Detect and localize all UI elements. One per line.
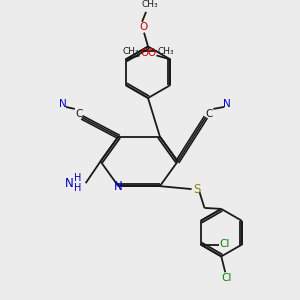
Text: Cl: Cl bbox=[219, 238, 230, 249]
Text: O: O bbox=[139, 22, 147, 32]
Text: N: N bbox=[59, 99, 67, 109]
Text: H: H bbox=[74, 173, 81, 183]
Text: N: N bbox=[65, 177, 74, 190]
Text: S: S bbox=[193, 183, 200, 196]
Text: CH₃: CH₃ bbox=[122, 47, 139, 56]
Text: Cl: Cl bbox=[221, 273, 231, 283]
Text: CH₃: CH₃ bbox=[142, 0, 158, 9]
Text: O: O bbox=[147, 49, 156, 58]
Text: O: O bbox=[140, 49, 149, 58]
Text: C: C bbox=[75, 109, 82, 119]
Text: CH₃: CH₃ bbox=[157, 47, 174, 56]
Text: N: N bbox=[224, 99, 231, 109]
Text: C: C bbox=[206, 109, 213, 119]
Text: N: N bbox=[114, 180, 123, 193]
Text: H: H bbox=[74, 183, 81, 193]
